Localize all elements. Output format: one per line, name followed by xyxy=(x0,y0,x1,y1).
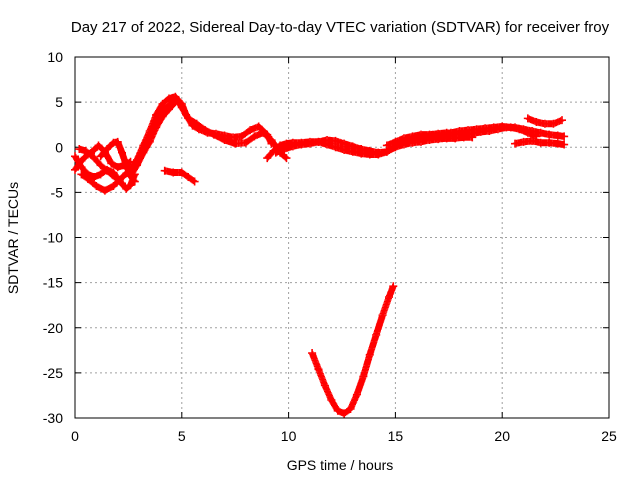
x-tick-label: 25 xyxy=(601,428,617,444)
series-arc-late-b xyxy=(511,136,569,149)
series-trail xyxy=(309,284,397,417)
y-tick-label: 10 xyxy=(47,49,63,65)
y-tick-label: -15 xyxy=(43,275,63,291)
axis-ticks xyxy=(74,56,610,419)
y-tick-label: -20 xyxy=(43,320,63,336)
x-tick-label: 0 xyxy=(71,428,79,444)
y-axis-label: SDTVAR / TECUs xyxy=(5,182,21,294)
y-tick-label: 5 xyxy=(55,94,63,110)
series-trail xyxy=(162,167,197,185)
y-tick-labels: 10 5 0 -5 -10 -15 -20 -25 -30 xyxy=(43,49,63,426)
x-tick-label: 15 xyxy=(388,428,404,444)
x-tick-label: 20 xyxy=(494,428,510,444)
series-arc-dip xyxy=(160,166,199,186)
series-trail xyxy=(525,115,565,128)
series-trail xyxy=(77,145,125,186)
y-tick-label: -10 xyxy=(43,230,63,246)
x-axis-label: GPS time / hours xyxy=(287,457,394,473)
series-arc-late-a xyxy=(395,122,541,148)
y-tick-label: -30 xyxy=(43,410,63,426)
series-arc-deep xyxy=(308,282,398,418)
y-tick-label: -25 xyxy=(43,365,63,381)
grid-lines xyxy=(75,57,609,418)
series-arc-late-c xyxy=(523,114,567,128)
y-tick-label: -5 xyxy=(51,184,64,200)
chart-title: Day 217 of 2022, Sidereal Day-to-day VTE… xyxy=(71,19,610,36)
series-arc-early-d xyxy=(75,145,126,188)
x-tick-label: 5 xyxy=(178,428,186,444)
x-tick-labels: 0 5 10 15 20 25 xyxy=(71,428,617,444)
series-arc-rise-d xyxy=(139,98,178,152)
data-series xyxy=(71,92,569,418)
series-trail xyxy=(512,137,567,148)
series-trail xyxy=(140,99,176,150)
series-trail xyxy=(397,123,539,147)
x-tick-label: 10 xyxy=(281,428,297,444)
y-tick-label: 0 xyxy=(55,139,63,155)
